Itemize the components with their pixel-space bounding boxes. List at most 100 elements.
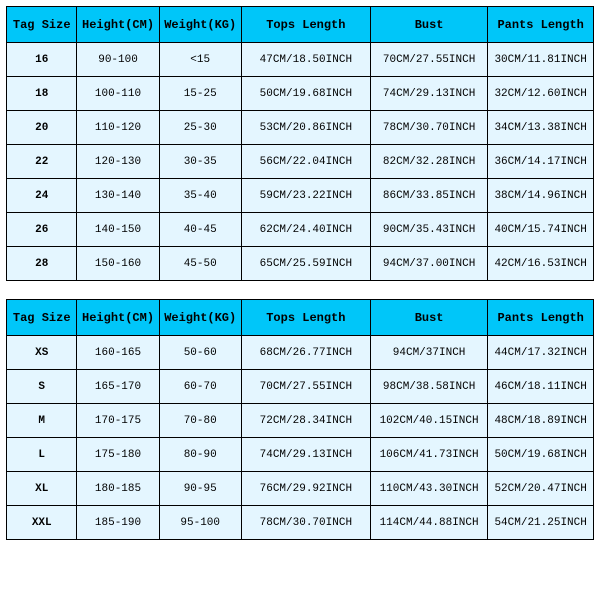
col-header-4: Bust (370, 300, 487, 336)
cell: 185-190 (77, 506, 159, 540)
cell: <15 (159, 43, 241, 77)
table-spacer (6, 281, 594, 299)
cell: XXL (7, 506, 77, 540)
table-row: 20110-12025-3053CM/20.86INCH78CM/30.70IN… (7, 111, 594, 145)
cell: 32CM/12.60INCH (488, 77, 594, 111)
cell: 102CM/40.15INCH (370, 404, 487, 438)
cell: 160-165 (77, 336, 159, 370)
cell: 60-70 (159, 370, 241, 404)
table-row: XS160-16550-6068CM/26.77INCH94CM/37INCH4… (7, 336, 594, 370)
cell: 74CM/29.13INCH (370, 77, 487, 111)
cell: 110-120 (77, 111, 159, 145)
cell: 25-30 (159, 111, 241, 145)
table-row: 1690-100<1547CM/18.50INCH70CM/27.55INCH3… (7, 43, 594, 77)
cell: 15-25 (159, 77, 241, 111)
cell: 46CM/18.11INCH (488, 370, 594, 404)
cell: 90CM/35.43INCH (370, 213, 487, 247)
cell: 175-180 (77, 438, 159, 472)
cell: 165-170 (77, 370, 159, 404)
col-header-4: Bust (370, 7, 487, 43)
table-row: S165-17060-7070CM/27.55INCH98CM/38.58INC… (7, 370, 594, 404)
col-header-1: Height(CM) (77, 300, 159, 336)
col-header-0: Tag Size (7, 300, 77, 336)
cell: 130-140 (77, 179, 159, 213)
cell: 90-100 (77, 43, 159, 77)
table-row: 22120-13030-3556CM/22.04INCH82CM/32.28IN… (7, 145, 594, 179)
table-row: L175-18080-9074CM/29.13INCH106CM/41.73IN… (7, 438, 594, 472)
cell: 72CM/28.34INCH (241, 404, 370, 438)
cell: 35-40 (159, 179, 241, 213)
cell: 52CM/20.47INCH (488, 472, 594, 506)
cell: L (7, 438, 77, 472)
cell: 100-110 (77, 77, 159, 111)
col-header-5: Pants Length (488, 7, 594, 43)
cell: S (7, 370, 77, 404)
size-table-adult: Tag SizeHeight(CM)Weight(KG)Tops LengthB… (6, 299, 594, 540)
size-chart-container: Tag SizeHeight(CM)Weight(KG)Tops LengthB… (6, 6, 594, 540)
col-header-0: Tag Size (7, 7, 77, 43)
cell: 24 (7, 179, 77, 213)
cell: 34CM/13.38INCH (488, 111, 594, 145)
cell: 120-130 (77, 145, 159, 179)
col-header-2: Weight(KG) (159, 7, 241, 43)
table-row: 24130-14035-4059CM/23.22INCH86CM/33.85IN… (7, 179, 594, 213)
col-header-3: Tops Length (241, 7, 370, 43)
cell: 30-35 (159, 145, 241, 179)
cell: 50CM/19.68INCH (488, 438, 594, 472)
cell: XL (7, 472, 77, 506)
table-row: 28150-16045-5065CM/25.59INCH94CM/37.00IN… (7, 247, 594, 281)
cell: 48CM/18.89INCH (488, 404, 594, 438)
cell: 44CM/17.32INCH (488, 336, 594, 370)
cell: 94CM/37INCH (370, 336, 487, 370)
cell: 106CM/41.73INCH (370, 438, 487, 472)
cell: 180-185 (77, 472, 159, 506)
cell: 74CM/29.13INCH (241, 438, 370, 472)
cell: 68CM/26.77INCH (241, 336, 370, 370)
cell: 40CM/15.74INCH (488, 213, 594, 247)
cell: 54CM/21.25INCH (488, 506, 594, 540)
cell: 16 (7, 43, 77, 77)
cell: 36CM/14.17INCH (488, 145, 594, 179)
cell: 30CM/11.81INCH (488, 43, 594, 77)
col-header-3: Tops Length (241, 300, 370, 336)
size-table-kids: Tag SizeHeight(CM)Weight(KG)Tops LengthB… (6, 6, 594, 281)
col-header-1: Height(CM) (77, 7, 159, 43)
cell: 150-160 (77, 247, 159, 281)
col-header-5: Pants Length (488, 300, 594, 336)
cell: 70CM/27.55INCH (370, 43, 487, 77)
cell: 65CM/25.59INCH (241, 247, 370, 281)
cell: 56CM/22.04INCH (241, 145, 370, 179)
table-row: XXL185-19095-10078CM/30.70INCH114CM/44.8… (7, 506, 594, 540)
cell: 62CM/24.40INCH (241, 213, 370, 247)
cell: XS (7, 336, 77, 370)
col-header-2: Weight(KG) (159, 300, 241, 336)
cell: 80-90 (159, 438, 241, 472)
table-row: XL180-18590-9576CM/29.92INCH110CM/43.30I… (7, 472, 594, 506)
cell: 110CM/43.30INCH (370, 472, 487, 506)
cell: 47CM/18.50INCH (241, 43, 370, 77)
cell: 95-100 (159, 506, 241, 540)
table-row: M170-17570-8072CM/28.34INCH102CM/40.15IN… (7, 404, 594, 438)
table-row: 18100-11015-2550CM/19.68INCH74CM/29.13IN… (7, 77, 594, 111)
cell: 38CM/14.96INCH (488, 179, 594, 213)
cell: 94CM/37.00INCH (370, 247, 487, 281)
cell: 114CM/44.88INCH (370, 506, 487, 540)
cell: 70CM/27.55INCH (241, 370, 370, 404)
cell: 45-50 (159, 247, 241, 281)
cell: 26 (7, 213, 77, 247)
cell: 86CM/33.85INCH (370, 179, 487, 213)
cell: 70-80 (159, 404, 241, 438)
cell: 42CM/16.53INCH (488, 247, 594, 281)
table-row: 26140-15040-4562CM/24.40INCH90CM/35.43IN… (7, 213, 594, 247)
cell: 22 (7, 145, 77, 179)
cell: 53CM/20.86INCH (241, 111, 370, 145)
cell: 90-95 (159, 472, 241, 506)
cell: 78CM/30.70INCH (241, 506, 370, 540)
cell: 28 (7, 247, 77, 281)
cell: 98CM/38.58INCH (370, 370, 487, 404)
cell: 82CM/32.28INCH (370, 145, 487, 179)
cell: 76CM/29.92INCH (241, 472, 370, 506)
cell: 20 (7, 111, 77, 145)
cell: 170-175 (77, 404, 159, 438)
cell: 78CM/30.70INCH (370, 111, 487, 145)
